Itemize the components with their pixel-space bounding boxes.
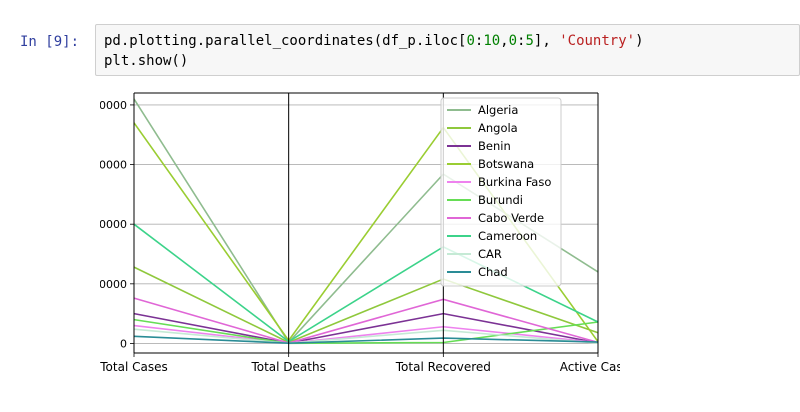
x-tick-label: Total Recovered (395, 360, 491, 374)
legend-label: Benin (478, 139, 511, 153)
code-text: , (500, 33, 509, 49)
parallel-coordinates-chart: 050000100000150000200000 Total CasesTota… (85, 92, 636, 374)
legend-label: Burkina Faso (478, 175, 551, 189)
series-line (133, 266, 599, 344)
legend-label: Angola (478, 121, 518, 135)
code-number: 0 (466, 33, 475, 49)
code-number: 10 (483, 33, 501, 49)
legend-label: Burundi (478, 193, 523, 207)
code-text: : (474, 33, 484, 49)
cell-output: 050000100000150000200000 Total CasesTota… (85, 88, 636, 388)
x-tick-labels: Total Cases Total Deaths Total Recovered Ac… (99, 353, 636, 374)
code-number: 0 (508, 33, 518, 49)
code-input[interactable]: pd.plotting.parallel_coordinates(df_p.il… (95, 24, 800, 76)
code-number: 5 (525, 33, 534, 49)
legend-label: Botswana (478, 157, 534, 171)
x-tick-label: Total Cases (100, 360, 168, 374)
y-tick-label: 50000 (100, 278, 127, 291)
code-string: 'Country' (559, 33, 636, 49)
legend-label: Chad (478, 265, 508, 279)
legend-label: CAR (478, 247, 502, 261)
y-tick-label: 0 (120, 337, 127, 350)
cell-prompt: In [9]: (20, 34, 80, 50)
legend: Algeria Angola Benin Botswana Burkina Faso Bu… (440, 97, 562, 287)
code-text: ) (635, 33, 644, 49)
series-line (133, 312, 599, 344)
x-tick-label: Active Cases (560, 360, 620, 374)
code-text-line2: plt.show() (104, 53, 189, 69)
y-ticks: 0 50000 100000 150000 200000 (85, 99, 134, 350)
series-line (133, 328, 599, 345)
code-text: : (517, 33, 526, 49)
y-tick-label: 200000 (100, 99, 127, 112)
y-tick-label: 100000 (100, 218, 127, 231)
legend-label: Cabo Verde (478, 211, 544, 225)
legend-label: Cameroon (478, 229, 537, 243)
series-line (133, 318, 599, 345)
series-line (133, 324, 599, 345)
series-line (133, 297, 599, 344)
code-text: ], (533, 33, 560, 49)
y-tick-label: 150000 (100, 159, 127, 172)
legend-label: Algeria (478, 103, 518, 117)
code-text: pd.plotting.parallel_coordinates(df_p.il… (104, 33, 467, 49)
x-tick-label: Total Deaths (250, 360, 325, 374)
series-line (133, 335, 599, 345)
